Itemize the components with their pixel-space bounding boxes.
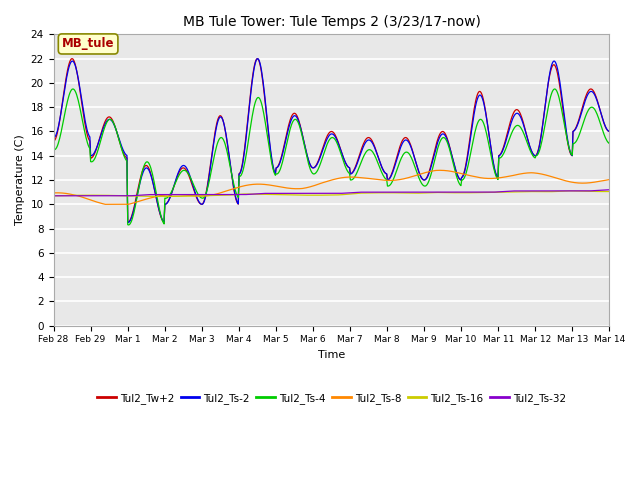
X-axis label: Time: Time bbox=[318, 350, 345, 360]
Tul2_Ts-2 bbox=[119, 147, 127, 153]
Tul2_Ts-16 bbox=[161, 193, 169, 199]
Tul2_Ts-4 bbox=[125, 222, 132, 228]
Tul2_Ts-32 bbox=[605, 187, 612, 192]
Tul2_Tw+2 bbox=[230, 185, 237, 191]
Tul2_Ts-2 bbox=[124, 220, 132, 226]
Text: MB_tule: MB_tule bbox=[62, 37, 115, 50]
Tul2_Tw+2 bbox=[68, 56, 76, 61]
Tul2_Ts-32 bbox=[280, 191, 288, 196]
Y-axis label: Temperature (C): Temperature (C) bbox=[15, 135, 25, 226]
Tul2_Tw+2 bbox=[259, 81, 267, 86]
Tul2_Ts-8 bbox=[446, 168, 454, 174]
Line: Tul2_Ts-4: Tul2_Ts-4 bbox=[54, 89, 640, 225]
Tul2_Ts-8 bbox=[281, 185, 289, 191]
Legend: Tul2_Tw+2, Tul2_Ts-2, Tul2_Ts-4, Tul2_Ts-8, Tul2_Ts-16, Tul2_Ts-32: Tul2_Tw+2, Tul2_Ts-2, Tul2_Ts-4, Tul2_Ts… bbox=[93, 389, 570, 408]
Tul2_Ts-2 bbox=[413, 163, 420, 168]
Tul2_Ts-2 bbox=[446, 146, 454, 152]
Tul2_Ts-8 bbox=[120, 202, 128, 207]
Tul2_Ts-2 bbox=[254, 56, 262, 61]
Tul2_Ts-16 bbox=[281, 192, 289, 198]
Tul2_Ts-8 bbox=[229, 186, 237, 192]
Tul2_Ts-2 bbox=[282, 139, 289, 144]
Tul2_Ts-4 bbox=[69, 86, 77, 92]
Tul2_Ts-4 bbox=[120, 153, 128, 158]
Tul2_Ts-32 bbox=[258, 191, 266, 196]
Tul2_Tw+2 bbox=[282, 136, 289, 142]
Tul2_Ts-32 bbox=[445, 189, 452, 195]
Tul2_Ts-4 bbox=[50, 146, 58, 152]
Tul2_Ts-32 bbox=[50, 193, 58, 199]
Tul2_Ts-16 bbox=[119, 193, 127, 199]
Tul2_Ts-8 bbox=[436, 168, 444, 173]
Line: Tul2_Tw+2: Tul2_Tw+2 bbox=[54, 59, 640, 223]
Line: Tul2_Ts-16: Tul2_Ts-16 bbox=[54, 190, 640, 196]
Tul2_Ts-16 bbox=[445, 190, 453, 195]
Tul2_Tw+2 bbox=[120, 151, 128, 157]
Tul2_Ts-4 bbox=[230, 181, 237, 187]
Line: Tul2_Ts-2: Tul2_Ts-2 bbox=[54, 59, 640, 223]
Tul2_Ts-4 bbox=[413, 169, 420, 175]
Tul2_Ts-8 bbox=[412, 172, 420, 178]
Line: Tul2_Ts-8: Tul2_Ts-8 bbox=[54, 170, 640, 204]
Tul2_Ts-4 bbox=[259, 107, 267, 113]
Tul2_Ts-4 bbox=[446, 148, 454, 154]
Tul2_Ts-2 bbox=[50, 134, 58, 140]
Line: Tul2_Ts-32: Tul2_Ts-32 bbox=[54, 190, 640, 196]
Tul2_Ts-16 bbox=[259, 192, 266, 197]
Tul2_Ts-16 bbox=[50, 193, 58, 199]
Tul2_Tw+2 bbox=[124, 220, 132, 226]
Tul2_Tw+2 bbox=[446, 145, 454, 151]
Tul2_Ts-32 bbox=[119, 193, 127, 199]
Tul2_Ts-16 bbox=[412, 190, 420, 196]
Tul2_Ts-2 bbox=[229, 179, 237, 185]
Tul2_Tw+2 bbox=[50, 138, 58, 144]
Tul2_Ts-32 bbox=[228, 192, 236, 197]
Tul2_Ts-16 bbox=[229, 192, 237, 198]
Tul2_Ts-2 bbox=[259, 78, 267, 84]
Tul2_Ts-4 bbox=[282, 146, 289, 152]
Tul2_Ts-32 bbox=[412, 189, 419, 195]
Tul2_Ts-8 bbox=[50, 190, 58, 196]
Tul2_Tw+2 bbox=[413, 163, 420, 169]
Tul2_Ts-8 bbox=[102, 202, 109, 207]
Title: MB Tule Tower: Tule Temps 2 (3/23/17-now): MB Tule Tower: Tule Temps 2 (3/23/17-now… bbox=[182, 15, 481, 29]
Tul2_Ts-8 bbox=[259, 181, 266, 187]
